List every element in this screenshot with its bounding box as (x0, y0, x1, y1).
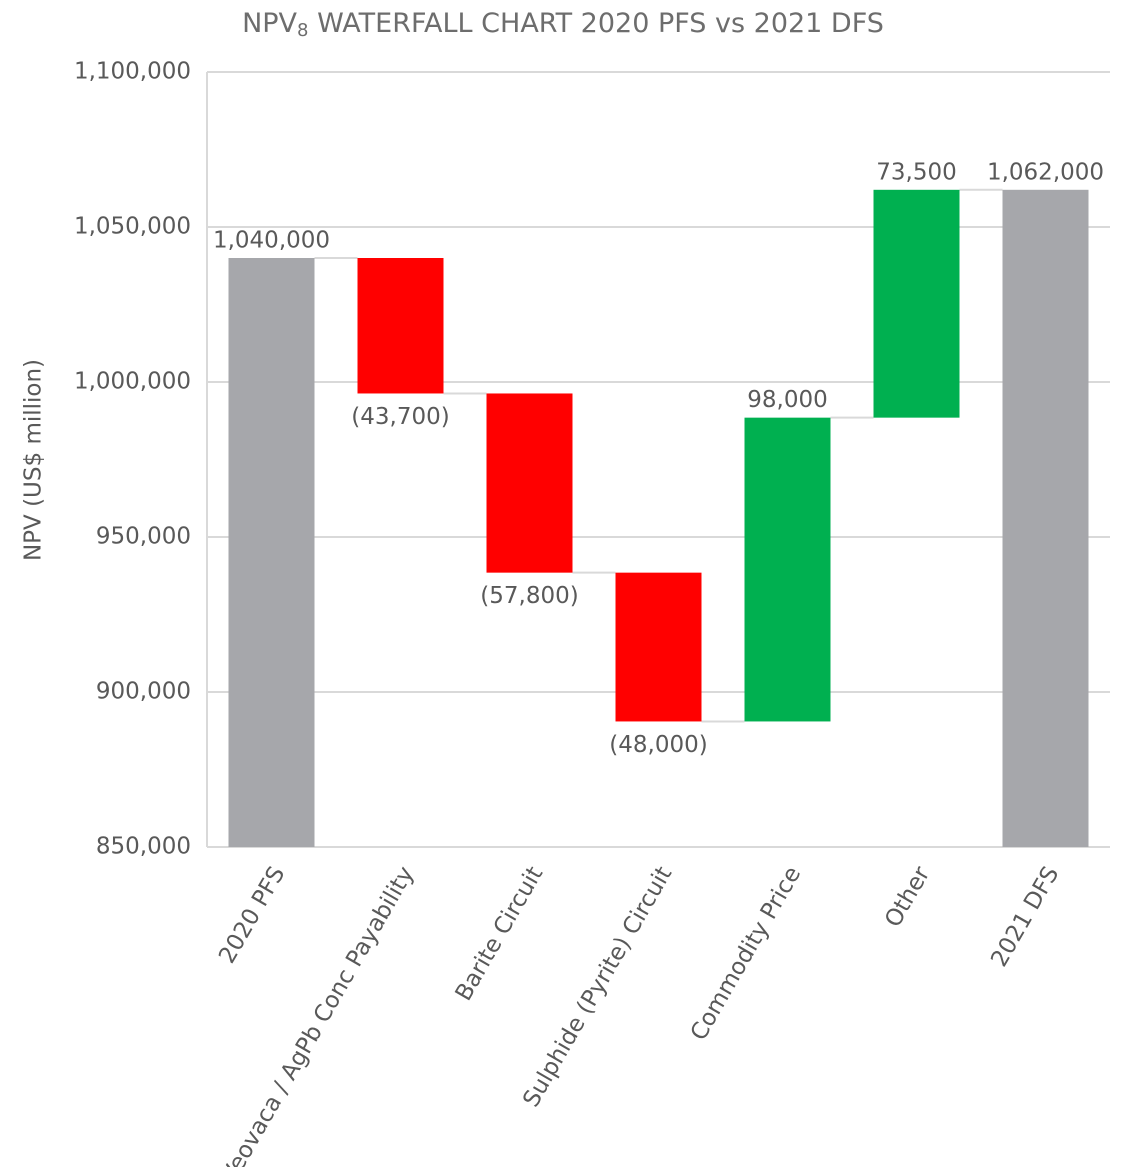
bar (357, 258, 444, 394)
value-label: 1,062,000 (987, 159, 1104, 185)
title-subscript: 8 (297, 20, 308, 41)
x-tick-label: Other (880, 862, 935, 932)
x-tick-label: Barite Circuit (451, 862, 549, 1005)
value-label: 73,500 (876, 159, 956, 185)
chart-title: NPV8 WATERFALL CHART 2020 PFS vs 2021 DF… (242, 8, 884, 42)
y-tick-label: 900,000 (96, 679, 191, 705)
bar (615, 572, 702, 722)
y-tick-label: 1,050,000 (74, 214, 191, 240)
value-label: 1,040,000 (213, 228, 330, 254)
bar (873, 189, 960, 418)
x-tick-label: Commodity Price (686, 862, 807, 1045)
y-tick-label: 950,000 (96, 524, 191, 550)
title-part: WATERFALL CHART 2020 PFS vs 2021 DFS (308, 8, 883, 39)
y-tick-label: 1,000,000 (74, 369, 191, 395)
x-tick-label: 2021 DFS (986, 862, 1064, 971)
y-tick-label: 1,100,000 (74, 59, 191, 85)
value-label: 98,000 (747, 387, 827, 413)
value-label: (57,800) (480, 583, 578, 609)
bar (1002, 189, 1089, 848)
title-part: NPV (242, 8, 297, 39)
y-tick-label: 850,000 (96, 834, 191, 860)
value-label: (48,000) (609, 732, 707, 758)
value-label: (43,700) (351, 404, 449, 430)
y-axis-label: NPV (US$ million) (21, 359, 47, 561)
x-tick-label: 2020 PFS (214, 862, 290, 968)
bar (744, 417, 831, 722)
bar (228, 258, 315, 847)
x-tick-label: Sulphide (Pyrite) Circuit (518, 862, 677, 1111)
bar (486, 393, 573, 573)
